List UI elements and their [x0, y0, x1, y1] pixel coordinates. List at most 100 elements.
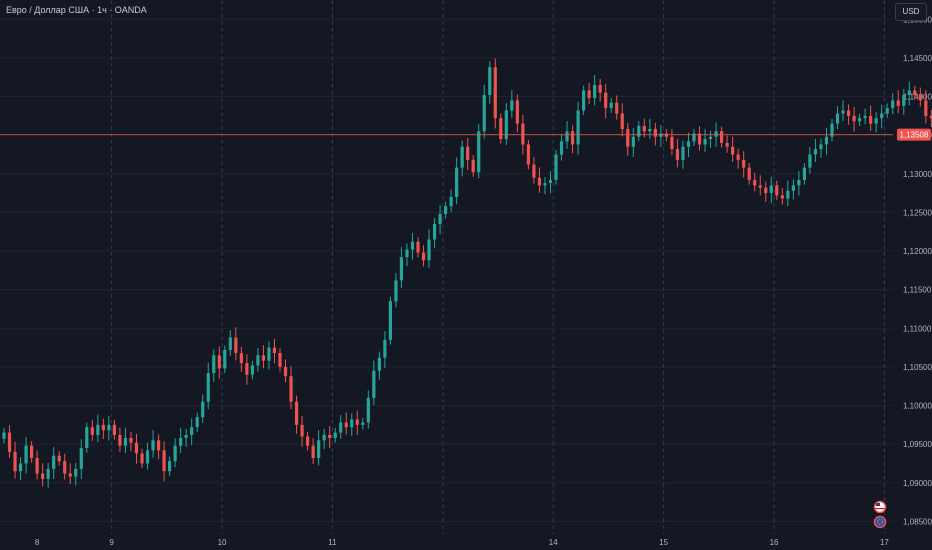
- candle-body[interactable]: [272, 347, 277, 354]
- candle-body[interactable]: [598, 84, 602, 93]
- candle-body[interactable]: [664, 133, 668, 137]
- candle-body[interactable]: [427, 239, 431, 261]
- candle-body[interactable]: [350, 419, 354, 428]
- candle-body[interactable]: [416, 241, 420, 253]
- candle-body[interactable]: [703, 139, 707, 145]
- candle-body[interactable]: [896, 100, 900, 106]
- candle-body[interactable]: [206, 373, 210, 402]
- candle-body[interactable]: [438, 213, 442, 225]
- candle-body[interactable]: [863, 115, 867, 119]
- candle-body[interactable]: [195, 417, 199, 428]
- candle-body[interactable]: [399, 257, 404, 281]
- candle-body[interactable]: [780, 195, 784, 199]
- candle-body[interactable]: [355, 419, 359, 425]
- candle-body[interactable]: [482, 95, 486, 132]
- candle-body[interactable]: [708, 136, 713, 140]
- candle-body[interactable]: [101, 424, 105, 431]
- eu-flag-icon[interactable]: [873, 515, 887, 529]
- candle-body[interactable]: [758, 185, 762, 188]
- candle-body[interactable]: [499, 118, 503, 140]
- candle-body[interactable]: [593, 84, 597, 99]
- candle-body[interactable]: [835, 113, 840, 124]
- candle-body[interactable]: [289, 376, 293, 402]
- candle-body[interactable]: [841, 110, 845, 114]
- candle-body[interactable]: [609, 102, 613, 109]
- candle-body[interactable]: [731, 146, 735, 155]
- candle-body[interactable]: [913, 90, 917, 96]
- candle-body[interactable]: [543, 183, 547, 186]
- candle-body[interactable]: [168, 461, 172, 472]
- candle-body[interactable]: [604, 92, 608, 109]
- candle-body[interactable]: [477, 131, 481, 173]
- candle-body[interactable]: [383, 339, 387, 358]
- candle-body[interactable]: [107, 424, 111, 431]
- candle-body[interactable]: [764, 187, 768, 194]
- candle-body[interactable]: [460, 146, 464, 168]
- candle-body[interactable]: [929, 115, 932, 119]
- candle-body[interactable]: [239, 353, 243, 364]
- candle-body[interactable]: [648, 129, 652, 132]
- candle-body[interactable]: [179, 437, 183, 446]
- candle-body[interactable]: [372, 370, 376, 398]
- candle-body[interactable]: [742, 159, 746, 168]
- candle-body[interactable]: [377, 357, 381, 371]
- candle-body[interactable]: [626, 129, 630, 147]
- candle-body[interactable]: [675, 149, 680, 160]
- candle-body[interactable]: [670, 136, 674, 150]
- candle-body[interactable]: [692, 133, 696, 142]
- candle-body[interactable]: [366, 397, 370, 423]
- candle-body[interactable]: [587, 90, 591, 99]
- candle-body[interactable]: [145, 450, 150, 464]
- candle-body[interactable]: [405, 249, 409, 258]
- candle-body[interactable]: [852, 115, 856, 122]
- candle-body[interactable]: [317, 440, 321, 459]
- candle-body[interactable]: [123, 437, 128, 446]
- candle-body[interactable]: [212, 355, 216, 374]
- candle-body[interactable]: [256, 355, 260, 366]
- candle-body[interactable]: [245, 363, 249, 375]
- candle-body[interactable]: [63, 461, 67, 474]
- candle-body[interactable]: [74, 468, 78, 477]
- candle-body[interactable]: [747, 167, 751, 180]
- candle-body[interactable]: [432, 224, 437, 240]
- candle-body[interactable]: [85, 427, 89, 449]
- candle-body[interactable]: [344, 422, 348, 428]
- candle-body[interactable]: [891, 100, 895, 109]
- candle-body[interactable]: [444, 206, 448, 214]
- candle-body[interactable]: [791, 185, 795, 191]
- candle-body[interactable]: [686, 141, 691, 147]
- candle-body[interactable]: [361, 422, 365, 425]
- candle-body[interactable]: [504, 110, 508, 140]
- candle-body[interactable]: [775, 185, 779, 196]
- candle-body[interactable]: [24, 445, 28, 464]
- candle-body[interactable]: [858, 118, 862, 122]
- candle-body[interactable]: [35, 458, 39, 474]
- candle-body[interactable]: [162, 450, 166, 472]
- candle-body[interactable]: [488, 67, 492, 96]
- candle-body[interactable]: [824, 136, 829, 145]
- candle-body[interactable]: [2, 432, 6, 439]
- candle-body[interactable]: [294, 401, 299, 425]
- candle-body[interactable]: [565, 131, 569, 142]
- candle-body[interactable]: [190, 427, 194, 435]
- candle-body[interactable]: [637, 125, 641, 137]
- candle-body[interactable]: [306, 436, 310, 446]
- candle-body[interactable]: [261, 355, 266, 361]
- candle-body[interactable]: [156, 440, 161, 451]
- candle-body[interactable]: [819, 144, 823, 150]
- candle-body[interactable]: [13, 451, 17, 472]
- candle-body[interactable]: [388, 301, 392, 340]
- candle-body[interactable]: [455, 167, 459, 197]
- candle-body[interactable]: [68, 473, 72, 477]
- candle-body[interactable]: [924, 100, 928, 116]
- candle-body[interactable]: [471, 159, 475, 173]
- candle-body[interactable]: [880, 113, 884, 119]
- symbol-title[interactable]: Евро / Доллар США · 1ч · OANDA: [6, 5, 147, 15]
- candle-body[interactable]: [278, 353, 282, 367]
- candle-body[interactable]: [30, 445, 34, 459]
- currency-button[interactable]: USD: [895, 3, 927, 21]
- candle-body[interactable]: [250, 365, 254, 375]
- candle-body[interactable]: [736, 154, 740, 160]
- candle-body[interactable]: [228, 337, 232, 350]
